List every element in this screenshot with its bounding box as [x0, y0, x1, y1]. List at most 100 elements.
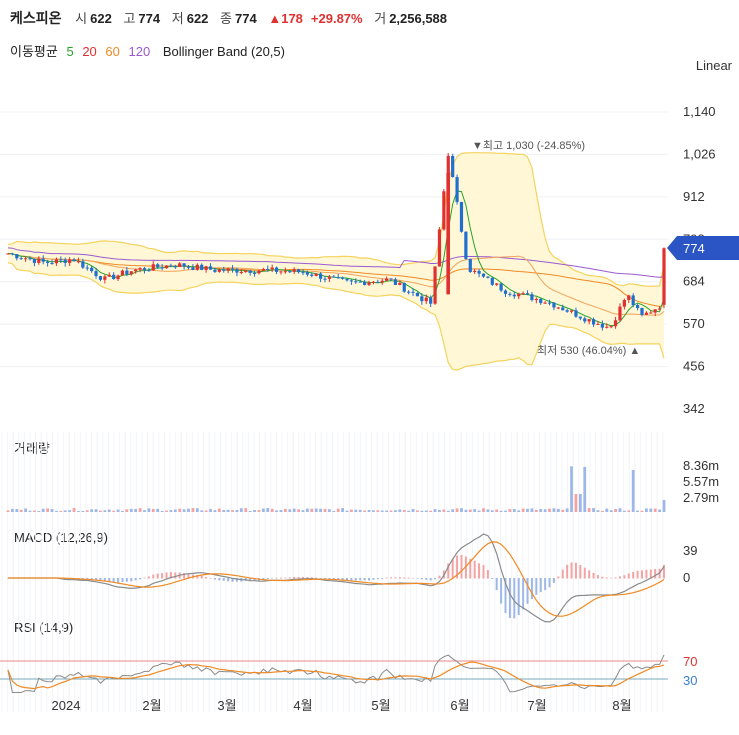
volume-bar [398, 509, 402, 512]
volume-bar [107, 509, 111, 512]
candle-body [59, 259, 63, 261]
macd-histogram-bar [112, 578, 115, 583]
volume-bar [33, 510, 36, 512]
macd-histogram-bar [284, 577, 287, 579]
candle-body [151, 264, 155, 271]
candle-body [336, 277, 340, 279]
candle-body [591, 319, 596, 325]
macd-histogram-bar [319, 578, 322, 579]
volume-bar [662, 500, 666, 512]
volume-bar [99, 510, 102, 512]
volume-bar [508, 509, 512, 512]
volume-bar [319, 508, 322, 512]
volume-bar [451, 509, 455, 512]
macd-histogram-bar [315, 577, 318, 579]
stock-header: 케스피온 시 622 고 774 저 622 종 774 ▲178 +29.87% 거 2,… [10, 8, 455, 28]
candle-body [125, 270, 129, 275]
candle-body [46, 261, 50, 263]
ma20-label[interactable]: 20 [82, 44, 97, 59]
candle-body [274, 267, 279, 272]
time-axis-label: 5월 [371, 698, 390, 713]
candle-body [217, 269, 221, 272]
candle-body [385, 278, 389, 281]
volume-bar [521, 508, 525, 512]
volume-bar [367, 509, 371, 512]
macd-histogram-bar [557, 576, 560, 579]
candle-body [112, 274, 116, 280]
candle-body [622, 300, 626, 307]
macd-histogram-bar [526, 578, 529, 604]
change-value: ▲178 [268, 11, 303, 26]
macd-histogram-bar [187, 573, 190, 579]
volume-bar [77, 510, 80, 512]
candle-body [270, 267, 274, 270]
candle-body [266, 268, 270, 270]
volume-bar [72, 508, 76, 512]
candle-body [156, 264, 160, 268]
volume-bar [539, 509, 543, 512]
indicator-legend[interactable]: 이동평균 5 20 60 120 Bollinger Band (20,5) [10, 41, 290, 60]
volume-bar [596, 510, 600, 512]
volume-bar [19, 509, 23, 512]
macd-histogram-bar [420, 578, 423, 580]
scale-mode-toggle[interactable]: Linear [695, 58, 732, 73]
volume-bar [385, 510, 389, 512]
price-tick-label: 342 [683, 401, 705, 416]
macd-histogram-bar [381, 578, 384, 579]
candle-body [539, 298, 543, 304]
candlestick-series [6, 152, 666, 331]
candle-body [341, 277, 345, 279]
volume-bar [416, 510, 419, 512]
candle-body [314, 273, 318, 276]
open-label: 시 [75, 11, 88, 26]
price-tick-label: 456 [683, 359, 705, 374]
macd-histogram-bar [535, 578, 538, 595]
candle-body [455, 177, 459, 202]
candle-body [24, 258, 28, 260]
volume-bar [279, 509, 283, 512]
candle-body [503, 290, 508, 294]
volume-bar [486, 509, 490, 512]
volume-bar [275, 510, 278, 512]
candle-body [662, 248, 666, 305]
volume-bar [204, 510, 208, 512]
candle-body [54, 259, 59, 264]
ma5-label[interactable]: 5 [66, 44, 74, 59]
candle-body [565, 310, 569, 312]
volume-bar [28, 510, 32, 512]
volume-bar [548, 508, 551, 512]
volume-bar [482, 508, 485, 512]
candle-body [363, 281, 367, 285]
macd-histogram-bar [645, 569, 648, 579]
volume-bar [653, 508, 657, 512]
ma120-label[interactable]: 120 [128, 44, 151, 59]
macd-histogram-bar [460, 554, 463, 579]
macd-histogram-bar [596, 575, 599, 579]
macd-histogram-bar [139, 578, 142, 580]
candle-body [481, 273, 486, 277]
candle-body [349, 280, 354, 282]
ma60-label[interactable]: 60 [105, 44, 120, 59]
volume-bar [389, 510, 393, 512]
time-axis-label: 4월 [293, 698, 312, 713]
volume-bar [517, 510, 521, 512]
bollinger-label[interactable]: Bollinger Band (20,5) [162, 44, 285, 59]
last-price-tag: 774 [667, 236, 739, 260]
volume-bar [350, 509, 353, 512]
volume-bar [138, 508, 142, 512]
macd-histogram-bar [350, 578, 353, 581]
volume-label: 거 [374, 11, 387, 26]
volume-bar [354, 509, 358, 512]
candle-body [627, 295, 631, 301]
macd-histogram-bar [610, 577, 613, 579]
macd-histogram-bar [213, 578, 216, 580]
macd-histogram-bar [376, 578, 379, 580]
volume-bar [345, 510, 349, 512]
macd-histogram-bar [632, 571, 635, 579]
candle-body [521, 293, 525, 295]
candle-body [129, 271, 133, 275]
macd-histogram-bar [390, 577, 393, 579]
macd-histogram-bar [165, 572, 168, 579]
volume-bar [380, 510, 384, 512]
